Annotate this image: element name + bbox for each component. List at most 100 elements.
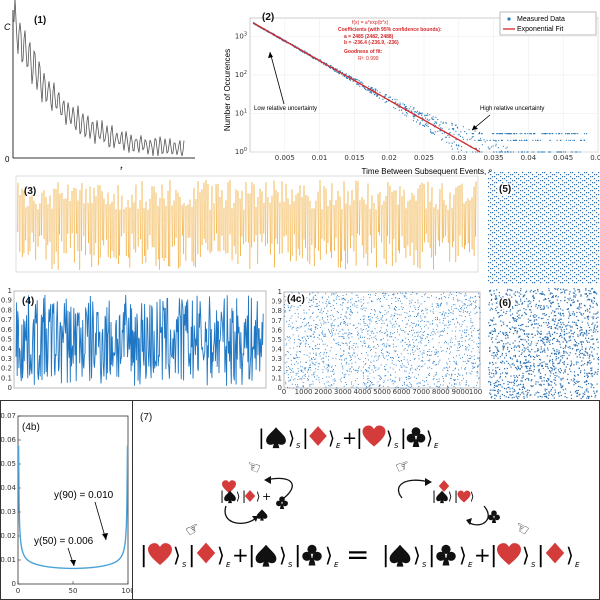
p6-dot: [559, 334, 561, 336]
p4c-data-point: [407, 353, 409, 355]
p5-dot: [582, 250, 584, 252]
p5-dot: [498, 278, 500, 280]
p6-dot: [520, 329, 522, 331]
p4c-data-point: [385, 293, 387, 294]
p2-data-point: [490, 146, 492, 148]
p5-dot: [510, 224, 512, 226]
p6-dot: [547, 347, 549, 349]
p5-dot: [552, 238, 554, 240]
p5-dot: [528, 274, 530, 276]
p6-dot: [496, 342, 498, 344]
p4c-data-point: [378, 367, 380, 369]
p2-data-point: [394, 108, 396, 110]
p4c-data-point: [303, 367, 305, 369]
p2-data-point: [388, 96, 390, 98]
panel-4c-label: (4c): [286, 294, 306, 305]
p4c-data-point: [449, 292, 451, 294]
p4c-data-point: [415, 293, 417, 295]
p5-dot: [516, 252, 518, 254]
p6-dot: [519, 335, 521, 337]
p4c-data-point: [334, 319, 336, 320]
p4c-data-point: [448, 297, 449, 299]
p4c-data-point: [342, 337, 344, 339]
p5-dot: [576, 278, 578, 280]
p4c-data-point: [309, 300, 311, 302]
p6-dot: [575, 343, 577, 346]
p4c-data-point: [471, 335, 473, 336]
p4c-data-point: [420, 360, 422, 362]
p2-data-point: [424, 115, 426, 117]
p5-dot: [594, 224, 596, 226]
p5-dot: [512, 244, 514, 246]
p4c-data-point: [350, 299, 351, 301]
p6-dot: [489, 381, 492, 383]
p5-dot: [560, 282, 562, 284]
p4c-data-point: [436, 324, 438, 326]
p4c-data-point: [434, 383, 435, 385]
p5-dot: [540, 250, 542, 252]
p4c-data-point: [458, 374, 460, 376]
p4c-data-point: [464, 368, 466, 370]
p4c-data-point: [397, 300, 399, 302]
p4c-data-point: [376, 332, 378, 334]
p2-data-point: [429, 129, 432, 131]
p4c-x-ticks: 0 1000 2000 3000 4000 5000 6000 7000 8000 9000 100…: [282, 388, 482, 396]
p4c-data-point: [341, 298, 343, 300]
p4c-data-point: [457, 376, 458, 378]
p5-dot: [584, 204, 586, 206]
p4c-data-point: [477, 330, 478, 332]
p5-dot: [552, 244, 554, 246]
p4c-data-point: [456, 295, 457, 297]
p5-dot: [536, 242, 538, 244]
p6-dot: [549, 326, 551, 328]
p5-dot: [578, 196, 580, 198]
p6-dot: [527, 392, 529, 394]
p5-dot: [592, 176, 594, 178]
p2-data-point: [586, 133, 588, 135]
p4c-data-point: [382, 320, 384, 322]
p4c-data-point: [419, 326, 421, 328]
p5-dot: [564, 232, 566, 234]
p4c-data-point: [325, 322, 327, 324]
p4c-data-point: [290, 307, 291, 309]
p4c-data-point: [429, 359, 431, 361]
p4c-data-point: [317, 348, 319, 350]
p6-dot: [500, 309, 502, 311]
p2-data-point: [493, 151, 495, 153]
p4c-data-point: [300, 342, 302, 344]
p4c-data-point: [451, 294, 453, 295]
p4c-data-point: [405, 384, 407, 386]
p5-dot: [552, 252, 554, 254]
p6-dot: [490, 338, 493, 340]
p5-dot: [554, 268, 556, 270]
p4c-data-point: [424, 316, 426, 317]
p4c-y-tick-label: 0.9: [272, 298, 282, 306]
p5-dot: [532, 276, 534, 278]
p2-data-point: [456, 145, 458, 147]
p4c-data-point: [417, 309, 419, 310]
p5-dot: [518, 198, 520, 200]
p5-dot: [512, 202, 514, 204]
p6-dot: [517, 393, 519, 395]
p4c-data-point: [363, 382, 364, 384]
p5-dot: [522, 256, 524, 258]
p5-dot: [528, 218, 530, 220]
p5-dot: [596, 184, 598, 186]
p2-x-tick-label: 0.005: [275, 154, 295, 162]
p6-dot: [549, 361, 551, 363]
p4c-data-point: [297, 306, 299, 308]
p4c-data-point: [398, 324, 400, 326]
p4c-data-point: [396, 313, 398, 315]
p4c-data-point: [360, 298, 362, 300]
p6-dot: [557, 340, 559, 342]
p5-dot: [560, 230, 562, 232]
p4c-data-point: [301, 366, 303, 368]
p5-dot: [506, 176, 508, 178]
p5-dot: [532, 178, 534, 180]
p5-dot: [576, 282, 578, 284]
p6-dot: [533, 316, 535, 318]
p5-dot: [520, 268, 522, 270]
p5-dot: [550, 228, 552, 230]
p4c-data-point: [460, 311, 462, 313]
panel-4c-plot: 0 1000 2000 3000 4000 5000 6000 7000 8000 9000 100…: [272, 288, 482, 396]
